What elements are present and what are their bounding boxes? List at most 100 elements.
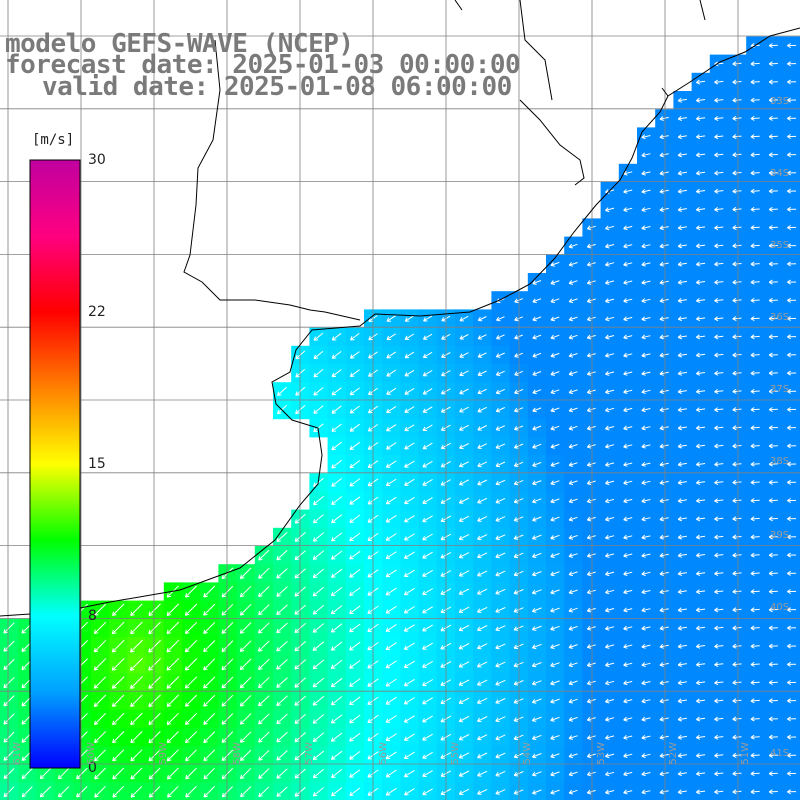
wind-arrow [532,443,542,449]
wind-arrow [623,498,633,504]
wind-arrow [349,423,360,432]
wind-arrow [695,516,706,522]
wind-arrow [312,677,325,688]
wind-arrow [276,568,288,579]
wind-arrow [422,406,433,413]
wind-arrow [385,715,397,723]
wind-arrow [532,371,542,376]
wind-arrow [677,188,687,194]
wind-arrow [403,660,415,668]
wind-arrow [385,569,397,578]
wind-arrow [605,753,615,759]
wind-arrow [403,769,415,778]
wind-arrow [221,658,234,671]
wind-arrow [695,134,706,140]
coastline [0,27,800,617]
wind-arrow [714,207,724,212]
wind-arrow [532,425,542,431]
wind-arrow [586,352,596,358]
wind-arrow [458,697,470,704]
wind-arrow [677,607,687,613]
wind-arrow [403,697,415,705]
wind-arrow [93,621,107,635]
wind-arrow [203,713,216,725]
wind-arrow [787,334,797,340]
wind-arrow [732,625,742,631]
wind-arrow [331,514,343,524]
wind-arrow [349,550,361,560]
wind-arrow [605,389,615,395]
wind-arrow [750,243,760,249]
wind-arrow [531,589,542,595]
wind-arrow [659,188,669,194]
wind-arrow [623,662,633,667]
wind-arrow [166,712,179,726]
wind-arrow [313,405,324,414]
wind-arrow [586,225,596,231]
wind-arrow [550,280,560,285]
wind-arrow [732,443,742,449]
wind-arrow [258,604,270,616]
wind-arrow [258,695,270,707]
wind-arrow [641,170,651,176]
wind-arrow [641,734,651,740]
wind-arrow [659,425,669,431]
wind-arrow [695,534,706,540]
wind-arrow [3,713,15,725]
wind-arrow [93,676,107,689]
wind-arrow [641,370,651,376]
wind-arrow [422,460,433,468]
wind-arrow [550,625,560,631]
wind-arrow [495,461,506,468]
wind-arrow [695,443,706,449]
wind-arrow [477,425,488,431]
wind-arrow [312,659,325,670]
wind-arrow [239,676,252,689]
wind-arrow [331,532,343,542]
wind-arrow [750,115,760,121]
wind-arrow [695,425,706,431]
wind-arrow [313,332,324,341]
wind-arrow [3,768,15,779]
wind-arrow [641,279,651,285]
wind-arrow [422,478,433,486]
wind-arrow [276,586,288,597]
wind-arrow [550,662,560,668]
wind-arrow [732,243,742,249]
wind-arrow [787,152,797,158]
wind-arrow [787,97,797,103]
wind-arrow [385,478,397,487]
wind-arrow [768,134,778,140]
wind-arrow [568,735,578,740]
wind-arrow [331,369,342,378]
wind-arrow [495,479,506,486]
wind-arrow [148,694,161,708]
wind-arrow [695,607,706,613]
colorbar-tick-8: 8 [88,608,97,624]
wind-arrow [403,624,415,632]
wind-arrow [276,604,288,616]
wind-arrow [677,389,687,394]
wind-arrow [349,496,361,505]
wind-arrow [623,443,633,449]
wind-arrow [659,261,669,267]
wind-arrow [404,369,415,377]
wind-arrow [385,769,397,778]
wind-arrow [495,661,506,668]
wind-arrow [714,116,724,121]
wind-arrow [239,603,252,616]
wind-arrow [239,622,252,634]
wind-arrow [349,369,360,377]
wind-arrow [148,749,161,762]
wind-arrow [495,497,506,504]
wind-arrow [623,516,633,522]
wind-arrow [111,676,125,689]
wind-arrow [750,334,760,340]
wind-arrow [422,424,433,431]
wind-arrow [458,624,470,632]
wind-arrow [787,370,797,376]
wind-arrow [221,731,234,743]
wind-arrow [787,607,797,613]
wind-arrow [550,516,560,522]
wind-arrow [750,61,760,67]
